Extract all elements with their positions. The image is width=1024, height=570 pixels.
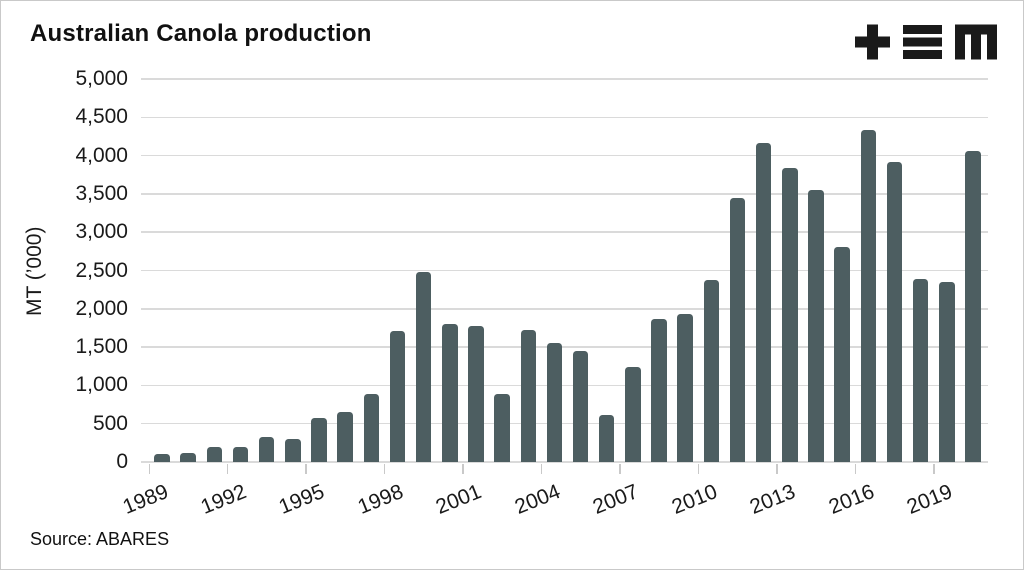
bar (154, 454, 170, 462)
gridline (141, 422, 988, 425)
plus-icon (855, 24, 890, 60)
bar (442, 324, 458, 462)
bar (729, 198, 746, 462)
gridline (141, 116, 988, 119)
bar (651, 318, 667, 462)
x-tick-label: 2004 (511, 480, 564, 519)
x-tick-label: 2019 (904, 480, 956, 519)
bar (912, 278, 929, 462)
x-axis-tick (619, 463, 621, 474)
bar (677, 313, 693, 462)
triple-bar-icon (903, 25, 942, 59)
x-axis-tick (776, 463, 778, 474)
bar (546, 342, 563, 462)
bar (834, 247, 850, 462)
bar (311, 417, 327, 462)
y-tick-label: 0 (116, 450, 128, 473)
y-tick-label: 4,000 (75, 143, 128, 167)
x-tick-label: 2016 (825, 480, 878, 519)
source-note: Source: ABARES (30, 529, 170, 549)
gridline (141, 461, 988, 463)
bar (939, 281, 955, 462)
bar (468, 325, 484, 462)
x-tick-label: 1992 (197, 480, 250, 519)
bar (598, 415, 615, 462)
bar (180, 453, 196, 462)
y-tick-label: 3,000 (75, 220, 128, 244)
x-tick-label: 1989 (119, 480, 172, 519)
x-axis-tick (462, 463, 464, 474)
x-axis-tick (933, 463, 935, 474)
bar (520, 329, 536, 462)
y-tick-label: 2,000 (75, 296, 128, 320)
bar (782, 167, 798, 462)
y-tick-label: 1,500 (75, 335, 128, 359)
x-axis-tick (226, 463, 229, 474)
chart-title: Australian Canola production (30, 20, 372, 47)
x-axis-tick (148, 463, 150, 474)
bar (415, 272, 432, 462)
bar (285, 439, 301, 462)
bar (886, 162, 903, 462)
bar (572, 351, 589, 462)
x-axis-tick (305, 463, 307, 474)
x-axis-tick (697, 463, 700, 474)
x-tick-label: 1998 (354, 480, 407, 519)
bar (494, 393, 510, 462)
x-axis-tick (540, 463, 543, 474)
gridline (141, 231, 988, 233)
bar (258, 436, 275, 462)
x-tick-label: 2001 (433, 480, 486, 519)
bar (808, 189, 824, 462)
bar (232, 446, 249, 462)
bar (625, 367, 641, 462)
y-tick-label: 4,500 (75, 105, 128, 129)
gridline (141, 78, 988, 80)
bar (337, 412, 353, 462)
x-tick-label: 2007 (590, 480, 643, 519)
y-tick-label: 500 (92, 411, 128, 435)
x-tick-label: 1995 (276, 480, 329, 519)
y-tick-label: 2,500 (75, 258, 128, 282)
m-icon (955, 24, 997, 60)
gridline (141, 269, 988, 272)
bar (755, 142, 772, 462)
gridline (141, 384, 988, 387)
y-tick-label: 3,500 (75, 181, 128, 205)
y-tick-label: 5,000 (75, 67, 128, 90)
x-axis-tick (854, 463, 857, 474)
gridline (141, 193, 988, 195)
bar (860, 130, 877, 462)
bar (703, 279, 720, 462)
x-tick-label: 2010 (668, 480, 721, 519)
gridline (141, 154, 988, 157)
bar (363, 393, 380, 462)
tem-logo (855, 24, 997, 60)
bar (965, 150, 981, 462)
gridline (141, 346, 988, 348)
x-tick-label: 2013 (747, 480, 799, 519)
y-tick-label: 1,000 (75, 373, 128, 397)
bar (206, 446, 223, 462)
bar (389, 331, 406, 462)
gridline (141, 308, 988, 310)
x-axis-tick (383, 463, 386, 474)
